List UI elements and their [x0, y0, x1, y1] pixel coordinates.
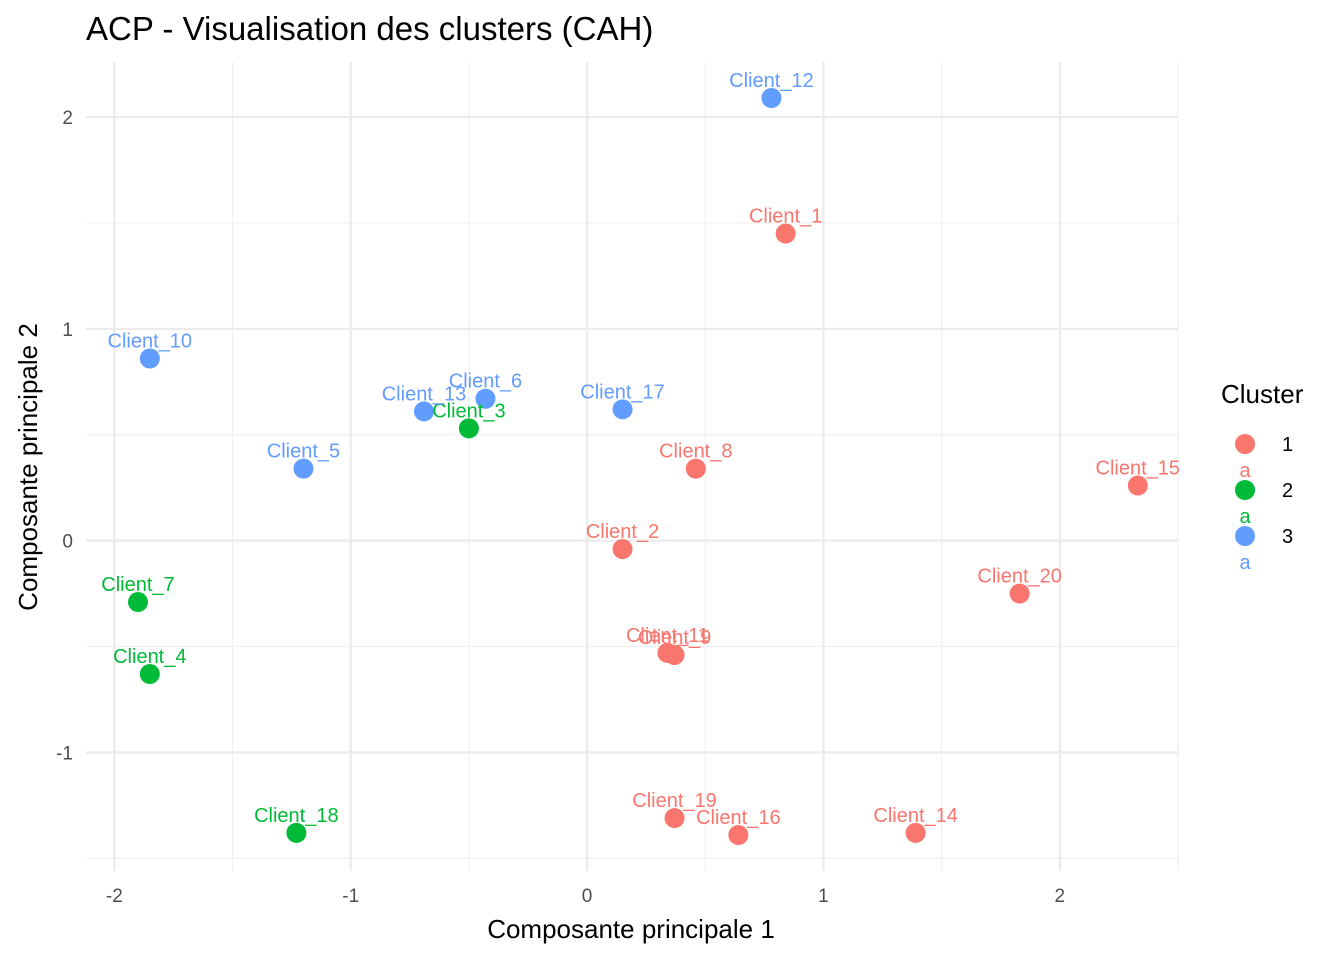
point-label: Client_14 [873, 805, 958, 827]
point-label: Client_18 [254, 805, 339, 827]
point-label: Client_2 [586, 521, 659, 543]
point-label: Client_5 [267, 441, 340, 463]
legend-key-glyph: a [1239, 460, 1251, 482]
point-label: Client_8 [659, 441, 732, 463]
y-tick-label: 0 [62, 532, 73, 553]
legend-label: 2 [1282, 480, 1293, 502]
point-label: Client_9 [638, 627, 711, 649]
point-label: Client_12 [729, 70, 814, 92]
data-point [1009, 583, 1030, 604]
data-point [1127, 475, 1148, 496]
point-label: Client_13 [382, 383, 467, 405]
data-point [139, 664, 160, 685]
legend-items: a 1 a 2 a 3 [1235, 434, 1293, 574]
data-point [905, 822, 926, 843]
point-label: Client_19 [632, 790, 717, 812]
point-label: Client_10 [108, 330, 193, 352]
points [128, 88, 1148, 845]
grid [86, 62, 1179, 871]
data-point [612, 539, 633, 560]
y-axis-ticks: -1 0 1 2 [56, 108, 73, 764]
data-point [685, 458, 706, 479]
chart-title: ACP - Visualisation des clusters (CAH) [86, 10, 653, 47]
x-tick-label: 2 [1055, 886, 1066, 907]
legend-key-glyph: a [1239, 506, 1251, 528]
data-point [664, 808, 685, 829]
y-tick-label: 2 [62, 108, 73, 129]
data-point [293, 458, 314, 479]
point-label: Client_15 [1096, 458, 1181, 480]
y-tick-label: -1 [56, 743, 73, 764]
legend-title: Cluster [1221, 379, 1304, 409]
legend-label: 3 [1282, 526, 1293, 548]
data-point [458, 418, 479, 439]
point-label: Client_1 [749, 206, 822, 228]
data-point [139, 348, 160, 369]
data-point [612, 399, 633, 420]
x-tick-label: 1 [818, 886, 829, 907]
point-label: Client_7 [101, 574, 174, 596]
legend: Cluster a 1 a 2 a 3 [1221, 379, 1304, 574]
legend-key-dot [1235, 434, 1255, 454]
point-label: Client_6 [449, 371, 522, 393]
point-label: Client_11 [626, 625, 709, 647]
data-point [657, 642, 678, 663]
data-point [761, 88, 782, 109]
x-tick-label: -2 [106, 886, 123, 907]
point-label: Client_20 [977, 566, 1062, 588]
x-axis-title: Composante principale 1 [487, 914, 775, 944]
point-label: Client_4 [113, 646, 186, 668]
data-point [775, 223, 796, 244]
legend-key-dot [1235, 480, 1255, 500]
y-tick-label: 1 [62, 320, 73, 341]
data-point [728, 824, 749, 845]
legend-key-dot [1235, 526, 1255, 546]
y-axis-title: Composante principale 2 [13, 323, 43, 611]
data-point [414, 401, 434, 422]
data-point [286, 822, 307, 843]
legend-label: 1 [1282, 434, 1293, 456]
data-point [128, 592, 148, 613]
x-tick-label: 0 [582, 886, 593, 907]
point-labels: Client_1 Client_2 Client_3 Client_4 Client_5… [101, 70, 1180, 829]
data-point [475, 388, 496, 409]
legend-key-glyph: a [1239, 552, 1251, 574]
point-label: Client_3 [432, 400, 505, 422]
x-axis-ticks: -2 -1 0 1 2 [106, 886, 1065, 907]
x-tick-label: -1 [342, 886, 359, 907]
point-label: Client_16 [696, 807, 781, 829]
point-label: Client_17 [580, 381, 665, 403]
